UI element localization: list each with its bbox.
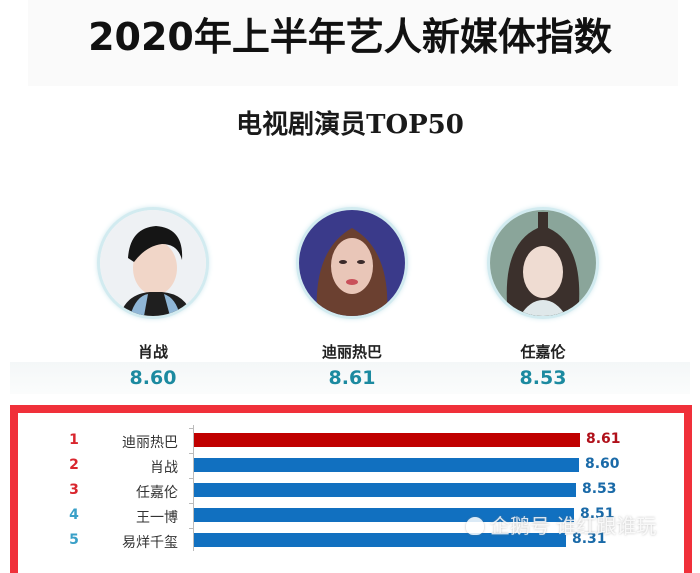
axis-tick — [189, 428, 193, 429]
penguin-icon — [466, 517, 484, 535]
portrait-icon — [299, 210, 405, 316]
bar-value: 8.60 — [585, 456, 620, 472]
ranking-row: 2 肖战 8.60 — [0, 453, 700, 478]
avatar-xiao-zhan — [100, 210, 206, 316]
title-panel — [28, 0, 678, 86]
watermark: 企鹅号 谁红跟谁玩 — [466, 510, 656, 539]
podium-score-left: 8.60 — [129, 367, 177, 389]
podium-name-left: 肖战 — [137, 343, 168, 361]
podium-name-center: 迪丽热巴 — [321, 343, 382, 361]
bar-value: 8.31 — [572, 531, 607, 547]
rank-name: 迪丽热巴 — [122, 435, 178, 451]
rank-name: 易烊千玺 — [122, 535, 178, 551]
axis-tick — [189, 478, 193, 479]
rank-name: 肖战 — [150, 460, 178, 476]
axis-tick — [189, 528, 193, 529]
bar-rank-3 — [194, 483, 576, 497]
page-title: 2020年上半年艺人新媒体指数 — [88, 15, 612, 59]
podium-name-right: 任嘉伦 — [520, 343, 566, 361]
rank-number: 5 — [69, 532, 79, 548]
portrait-icon — [100, 210, 206, 316]
score-band — [10, 362, 690, 394]
rank-number: 1 — [69, 432, 79, 448]
portrait-icon — [490, 210, 596, 316]
bar-value: 8.53 — [582, 481, 617, 497]
podium-score-center: 8.61 — [328, 367, 376, 389]
page-subtitle: 电视剧演员TOP50 — [236, 110, 464, 140]
axis-tick — [189, 503, 193, 504]
avatar-ren-jialun — [490, 210, 596, 316]
bar-rank-5 — [194, 533, 566, 547]
ranking-row: 1 迪丽热巴 8.61 — [0, 428, 700, 453]
rank-name: 王一博 — [136, 510, 178, 526]
ranking-row: 5 易烊千玺 8.31 — [0, 528, 700, 553]
bar-value: 8.61 — [586, 431, 621, 447]
rank-name: 任嘉伦 — [136, 485, 178, 501]
ranking-row: 3 任嘉伦 8.53 — [0, 478, 700, 503]
rank-number: 2 — [69, 457, 79, 473]
watermark-text: 企鹅号 谁红跟谁玩 — [490, 514, 657, 538]
bar-value: 8.51 — [580, 506, 615, 522]
avatar-dilraba — [299, 210, 405, 316]
bar-rank-1 — [194, 433, 580, 447]
chart-axis — [193, 425, 194, 551]
bar-rank-2 — [194, 458, 579, 472]
rank-number: 3 — [69, 482, 79, 498]
podium-score-right: 8.53 — [519, 367, 567, 389]
axis-tick — [189, 453, 193, 454]
rank-number: 4 — [69, 507, 79, 523]
